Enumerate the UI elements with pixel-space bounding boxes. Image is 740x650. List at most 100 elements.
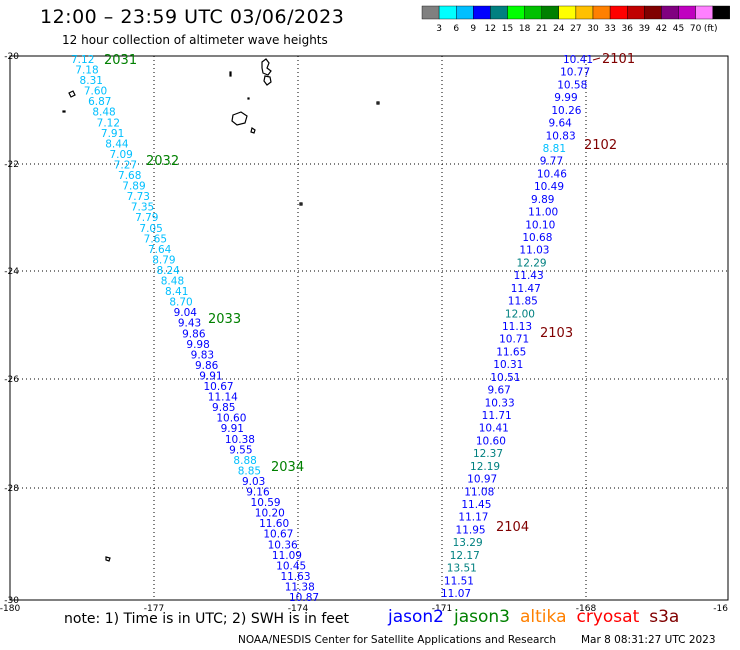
latitude-label: -22 <box>4 160 19 170</box>
wave-height-value: 7.27 <box>114 159 137 171</box>
wave-height-value: 8.48 <box>161 276 184 288</box>
wave-height-value: 10.33 <box>485 397 515 409</box>
pass-time-label: 2032 <box>146 154 179 169</box>
island-shape <box>250 127 256 134</box>
wave-height-value: 11.17 <box>458 512 488 524</box>
color-scale-label: 36 <box>621 24 633 34</box>
color-scale-label: 21 <box>536 24 547 34</box>
track-jason2-west: 7.127.188.317.606.878.487.127.918.447.09… <box>71 54 319 604</box>
latitude-label: -30 <box>4 596 19 606</box>
wave-height-value: 11.45 <box>461 499 491 511</box>
credit-text: NOAA/NESDIS Center for Satellite Applica… <box>238 634 556 646</box>
wave-height-value: 7.12 <box>97 117 120 129</box>
wave-height-value: 11.71 <box>482 410 512 422</box>
wave-height-value: 10.97 <box>467 474 497 486</box>
map-title: 12:00 – 23:59 UTC 03/06/2023 <box>40 6 345 28</box>
wave-height-value: 8.85 <box>238 465 261 477</box>
color-swatch <box>712 5 731 20</box>
color-scale-label: 33 <box>604 24 615 34</box>
island-shape <box>263 75 272 86</box>
wave-height-value: 8.41 <box>165 286 188 298</box>
wave-height-value: 10.68 <box>522 232 552 244</box>
wave-height-value: 11.63 <box>280 571 310 583</box>
wave-height-value: 7.64 <box>148 244 172 256</box>
wave-height-value: 10.60 <box>476 435 506 447</box>
pass-time-labels: 2031 2032 2033 2034 2101 2102 2103 2104 <box>104 52 635 535</box>
wave-height-value: 9.16 <box>246 487 270 499</box>
island-shape <box>231 111 248 126</box>
island-shape <box>299 202 303 206</box>
latitude-label: -20 <box>4 52 19 62</box>
wave-height-value: 11.47 <box>511 283 541 295</box>
wave-height-value: 7.05 <box>139 223 162 235</box>
longitude-label: -174 <box>288 604 309 614</box>
wave-height-value: 10.83 <box>546 130 576 142</box>
wave-height-value: 10.58 <box>557 79 587 91</box>
wave-height-value: 8.24 <box>156 265 180 277</box>
wave-height-value: 9.91 <box>221 423 244 435</box>
pass-time-label: 2034 <box>271 460 304 475</box>
pass-time-label: 2033 <box>208 312 241 327</box>
wave-height-value: 7.60 <box>84 86 107 98</box>
color-scale-label: (ft) <box>704 24 718 34</box>
wave-height-value: 10.67 <box>263 529 293 541</box>
wave-height-value: 8.79 <box>152 254 175 266</box>
wave-height-value: 8.70 <box>169 297 192 309</box>
color-scale-label: 9 <box>470 24 476 34</box>
wave-height-value: 7.91 <box>101 128 124 140</box>
wave-height-value: 8.44 <box>105 138 129 150</box>
color-scale-label: 24 <box>553 24 565 34</box>
color-scale-label: 6 <box>453 24 459 34</box>
axis-labels: -180 -177 -174 -171 -168 -16 -20 -22 -24 -26 -28 -3… <box>0 52 728 614</box>
wave-height-value: 8.48 <box>92 107 115 119</box>
wave-height-value: 12.00 <box>505 308 535 320</box>
color-scale-label: 12 <box>485 24 496 34</box>
wave-height-value: 10.45 <box>276 560 306 572</box>
wave-height-value: 11.95 <box>456 524 486 536</box>
legend-entry: cryosat <box>576 607 640 627</box>
grid-lines <box>10 56 728 600</box>
color-scale-label: 45 <box>673 24 684 34</box>
color-scale-label: 18 <box>519 24 531 34</box>
wave-height-value: 10.38 <box>225 434 255 446</box>
wave-height-value: 7.73 <box>127 191 150 203</box>
color-scale-label: 30 <box>587 24 599 34</box>
island-shape <box>247 97 250 100</box>
longitude-label: -180 <box>0 604 20 614</box>
wave-height-value: 11.08 <box>464 486 494 498</box>
color-scale-label: 70 <box>690 24 702 34</box>
wave-height-value: 10.46 <box>537 168 567 180</box>
wave-height-value: 13.29 <box>453 537 483 549</box>
wave-height-value: 10.41 <box>563 54 593 66</box>
pass-time-label: 2101 <box>602 52 635 67</box>
pass-time-label: 2104 <box>496 520 529 535</box>
longitude-label: -168 <box>576 604 597 614</box>
wave-height-value: 7.35 <box>131 202 154 214</box>
wave-height-value: 11.07 <box>441 588 471 600</box>
wave-height-value: 10.60 <box>216 413 246 425</box>
wave-height-value: 12.19 <box>470 461 500 473</box>
color-scale-label: 3 <box>436 24 442 34</box>
color-scale-label: 42 <box>656 24 667 34</box>
wave-height-value: 12.29 <box>517 257 547 269</box>
latitude-label: -26 <box>4 375 19 385</box>
wave-height-value: 10.36 <box>268 539 298 551</box>
island-shape <box>229 71 232 77</box>
wave-height-value: 9.99 <box>554 92 577 104</box>
wave-height-value: 10.31 <box>493 359 523 371</box>
wave-height-value: 8.88 <box>233 455 256 467</box>
wave-height-value: 9.91 <box>199 370 222 382</box>
wave-height-value: 9.89 <box>531 194 554 206</box>
wave-height-value: 10.20 <box>255 508 285 520</box>
pass-marker <box>592 57 601 61</box>
wave-height-value: 8.81 <box>543 143 566 155</box>
wave-height-value: 9.86 <box>195 360 219 372</box>
wave-height-value: 11.38 <box>285 581 315 593</box>
wave-height-value: 9.04 <box>174 307 198 319</box>
wave-height-value: 11.14 <box>208 392 238 404</box>
wave-height-value: 11.09 <box>272 550 302 562</box>
legend-entry: s3a <box>649 607 680 627</box>
wave-height-value: 11.85 <box>508 296 538 308</box>
wave-height-value: 7.12 <box>71 54 94 66</box>
wave-height-value: 10.87 <box>289 592 319 604</box>
